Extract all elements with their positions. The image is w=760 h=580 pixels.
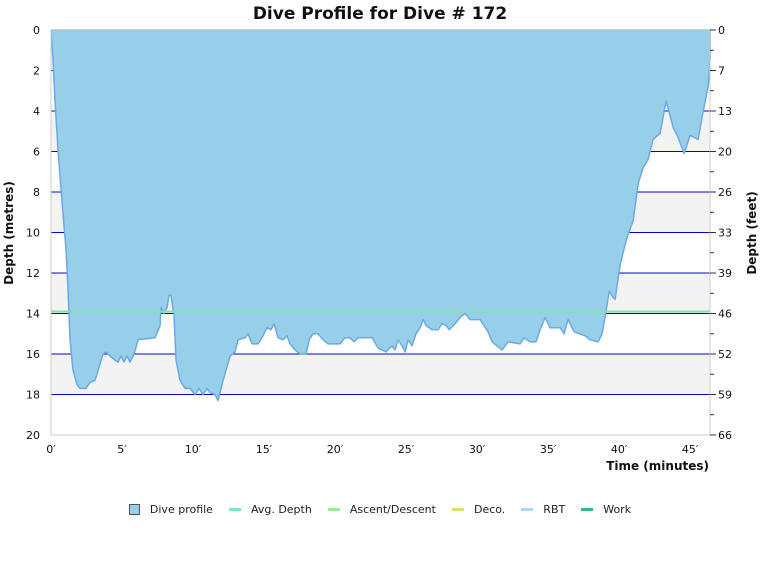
y2-tick-label: 59 [718,389,732,402]
legend-label: Work [603,503,632,516]
y-tick-label: 8 [33,186,40,199]
legend-swatch [521,508,534,511]
y-tick-label: 10 [26,227,40,240]
y2-tick-label: 52 [718,348,732,361]
y-axis-label: Depth (metres) [2,181,16,285]
x-tick-label: 30′ [469,443,486,456]
dive-profile-chart: Dive Profile for Dive # 172 Depth (metre… [2,4,759,473]
legend-label: Avg. Depth [250,503,312,516]
y-tick-label: 2 [33,65,40,78]
x-axis-label: Time (minutes) [606,459,709,473]
legend-swatch [228,508,241,511]
legend-label: RBT [543,503,566,516]
y2-axis-label: Depth (feet) [745,191,759,274]
x-tick-label: 0′ [46,443,56,456]
y2-tick-label: 39 [718,267,732,280]
x-tick-label: 20′ [327,443,344,456]
legend-item: Avg. Depth [228,503,312,516]
chart-title: Dive Profile for Dive # 172 [253,4,507,24]
legend-label: Deco. [473,503,506,516]
x-tick-label: 35′ [540,443,557,456]
y2-tick-label: 20 [718,146,732,159]
legend-swatch [451,508,464,511]
legend-item: Deco. [451,503,506,516]
legend-label: Dive profile [149,503,213,516]
y2-tick-label: 26 [718,186,732,199]
x-tick-label: 15′ [256,443,273,456]
y2-tick-label: 7 [718,65,725,78]
y-tick-label: 12 [26,267,40,280]
legend-swatch [327,508,340,511]
y-tick-label: 6 [33,146,40,159]
x-tick-label: 5′ [117,443,127,456]
legend-item: Dive profile [128,503,213,516]
legend-item: RBT [521,503,565,516]
y-tick-label: 4 [33,105,40,118]
y-tick-label: 18 [26,389,40,402]
legend-label: Ascent/Descent [349,503,436,516]
legend-swatch [128,504,140,515]
y-tick-label: 0 [33,24,40,37]
grid-band [51,354,710,395]
y2-tick-label: 66 [718,429,732,442]
x-tick-label: 40′ [611,443,628,456]
y2-tick-label: 33 [718,227,732,240]
legend-item: Work [581,503,631,516]
legend-swatch [581,508,594,511]
y-tick-label: 16 [26,348,40,361]
y2-tick-label: 13 [718,105,732,118]
y2-tick-label: 0 [718,24,725,37]
dive-profile-area [50,29,711,402]
y2-tick-label: 46 [718,308,732,321]
y-tick-label: 14 [26,308,40,321]
x-tick-label: 10′ [185,443,202,456]
y-tick-label: 20 [26,429,40,442]
x-tick-label: 45′ [682,443,699,456]
legend: Dive profile Avg. Depth Ascent/Descent Deco… [0,503,760,516]
legend-item: Ascent/Descent [327,503,436,516]
x-tick-label: 25′ [398,443,415,456]
